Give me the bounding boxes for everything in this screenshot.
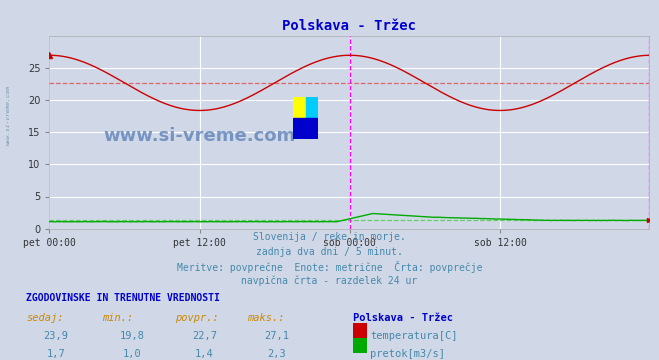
Text: www.si-vreme.com: www.si-vreme.com — [5, 85, 11, 145]
Text: povpr.:: povpr.: — [175, 313, 218, 323]
Text: Slovenija / reke in morje.: Slovenija / reke in morje. — [253, 232, 406, 242]
Text: 23,9: 23,9 — [43, 331, 69, 341]
Text: 2,3: 2,3 — [268, 349, 286, 359]
Text: 1,4: 1,4 — [195, 349, 214, 359]
Text: 22,7: 22,7 — [192, 331, 217, 341]
Text: 1,0: 1,0 — [123, 349, 141, 359]
Bar — [306, 97, 318, 118]
Text: zadnja dva dni / 5 minut.: zadnja dva dni / 5 minut. — [256, 247, 403, 257]
Text: min.:: min.: — [102, 313, 133, 323]
Text: 1,7: 1,7 — [47, 349, 65, 359]
Text: Meritve: povprečne  Enote: metrične  Črta: povprečje: Meritve: povprečne Enote: metrične Črta:… — [177, 261, 482, 273]
Text: www.si-vreme.com: www.si-vreme.com — [103, 127, 296, 145]
Text: 19,8: 19,8 — [119, 331, 144, 341]
Text: temperatura[C]: temperatura[C] — [370, 331, 458, 341]
Text: maks.:: maks.: — [247, 313, 285, 323]
Text: navpična črta - razdelek 24 ur: navpična črta - razdelek 24 ur — [241, 275, 418, 286]
Text: Polskava - Tržec: Polskava - Tržec — [353, 313, 453, 323]
Title: Polskava - Tržec: Polskava - Tržec — [282, 19, 416, 33]
Bar — [293, 97, 306, 118]
Text: sedaj:: sedaj: — [26, 313, 64, 323]
Text: pretok[m3/s]: pretok[m3/s] — [370, 349, 445, 359]
Text: ZGODOVINSKE IN TRENUTNE VREDNOSTI: ZGODOVINSKE IN TRENUTNE VREDNOSTI — [26, 293, 220, 303]
Text: 27,1: 27,1 — [264, 331, 289, 341]
Bar — [306, 118, 318, 139]
Bar — [293, 118, 306, 139]
